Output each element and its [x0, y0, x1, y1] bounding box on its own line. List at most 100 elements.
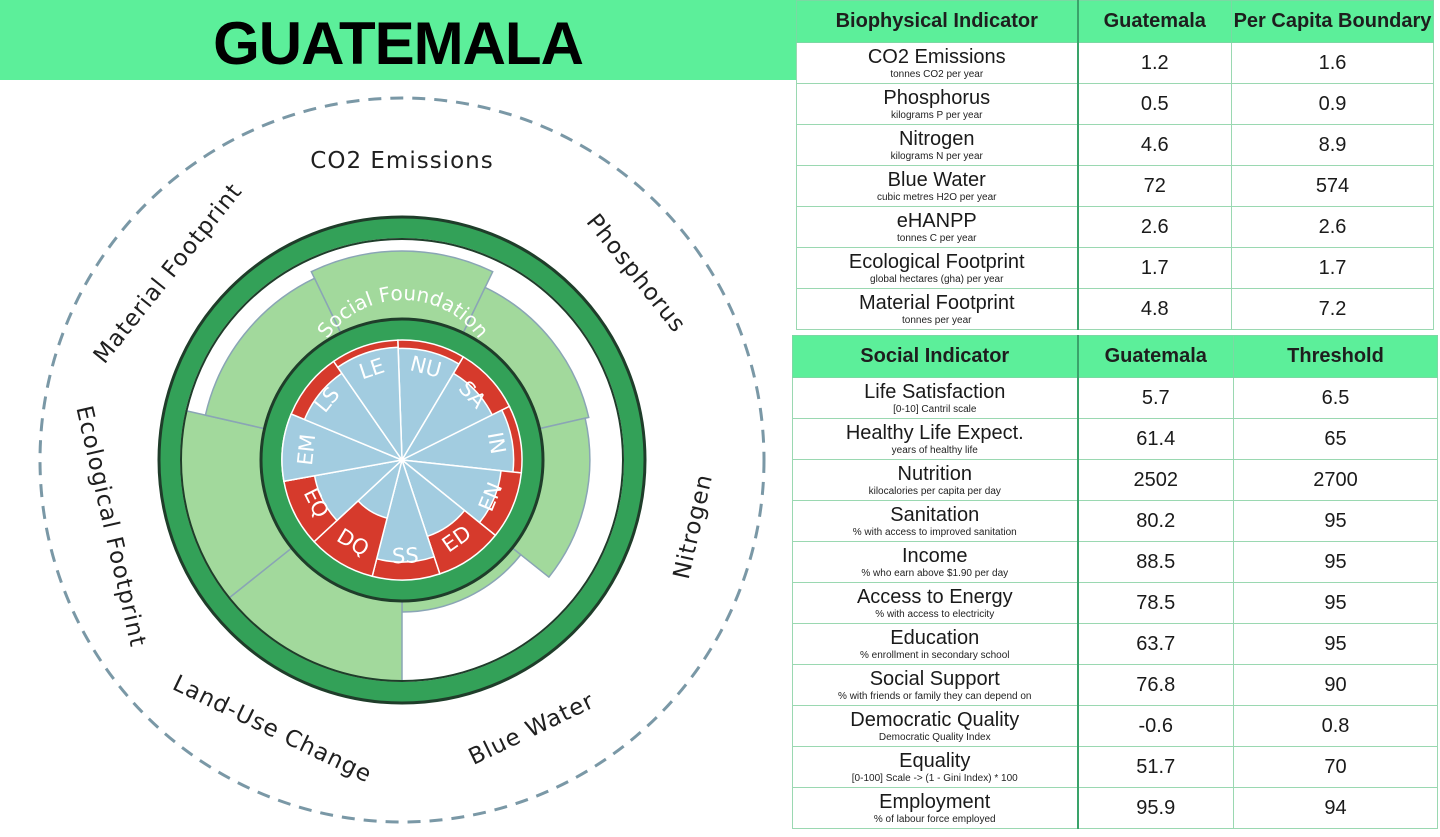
- header-country: Guatemala: [1076, 335, 1234, 378]
- indicator-unit: kilocalories per capita per day: [868, 485, 1001, 497]
- indicator-name: Sanitation: [890, 503, 980, 526]
- country-value: 4.6: [1076, 124, 1232, 166]
- indicator-cell: Material Footprint tonnes per year: [796, 288, 1078, 330]
- social-table: Social Indicator Guatemala Threshold Lif…: [792, 335, 1438, 829]
- threshold-value: 90: [1233, 664, 1438, 706]
- biophysical-table: Biophysical Indicator Guatemala Per Capi…: [796, 0, 1434, 330]
- country-value: 2.6: [1076, 206, 1232, 248]
- table-row: Equality [0-100] Scale -> (1 - Gini Index…: [792, 746, 1438, 788]
- threshold-value: 0.8: [1233, 705, 1438, 747]
- country-value: 5.7: [1076, 377, 1234, 419]
- threshold-value: 95: [1233, 582, 1438, 624]
- country-value: 1.7: [1076, 247, 1232, 289]
- indicator-name: Life Satisfaction: [864, 380, 1006, 403]
- social-label: SS: [392, 543, 419, 568]
- indicator-unit: Democratic Quality Index: [878, 731, 991, 743]
- indicator-cell: Access to Energy% with access to electri…: [792, 582, 1078, 624]
- indicator-cell: Nitrogen kilograms N per year: [796, 124, 1078, 166]
- boundary-value: 8.9: [1231, 124, 1434, 166]
- indicator-cell: Life Satisfaction [0-10] Cantril scale: [792, 377, 1078, 419]
- indicator-name: Blue Water: [887, 168, 986, 191]
- table-row: Employment% of labour force employed 95.9…: [792, 787, 1438, 829]
- table-row: Material Footprint tonnes per year 4.8 7.2: [796, 288, 1434, 330]
- indicator-cell: Phosphorus kilograms P per year: [796, 83, 1078, 125]
- indicator-unit: % with friends or family they can depend…: [838, 690, 1032, 702]
- indicator-name: eHANPP: [896, 209, 977, 232]
- indicator-name: Nitrogen: [898, 127, 975, 150]
- indicator-name: Nutrition: [897, 462, 972, 485]
- indicator-name: CO2 Emissions: [867, 45, 1006, 68]
- social-achieved-wedge: [336, 346, 403, 463]
- indicator-cell: eHANPP tonnes C per year: [796, 206, 1078, 248]
- indicator-cell: CO2 Emissions tonnes CO2 per year: [796, 42, 1078, 84]
- table-row: Democratic Quality Democratic Quality Ind…: [792, 705, 1438, 747]
- boundary-value: 574: [1231, 165, 1434, 207]
- indicator-cell: Ecological Footprint global hectares (gha…: [796, 247, 1078, 289]
- social-foundation-ring: [262, 320, 542, 600]
- country-value: 61.4: [1076, 418, 1234, 460]
- social-label: EM: [293, 433, 320, 467]
- ecological-ceiling-ring: [160, 218, 644, 702]
- table-header-row: Social Indicator Guatemala Threshold: [792, 335, 1438, 378]
- indicator-cell: Sanitation% with access to improved sani…: [792, 500, 1078, 542]
- indicator-unit: [0-10] Cantril scale: [893, 403, 977, 415]
- country-value: 80.2: [1076, 500, 1234, 542]
- country-value: 1.2: [1076, 42, 1232, 84]
- threshold-value: 65: [1233, 418, 1438, 460]
- social-label: IN: [483, 430, 510, 456]
- indicator-unit: cubic metres H2O per year: [877, 191, 997, 203]
- boundary-value: 2.6: [1231, 206, 1434, 248]
- threshold-value: 6.5: [1233, 377, 1438, 419]
- table-row: Life Satisfaction [0-10] Cantril scale 5.7…: [792, 377, 1438, 419]
- indicator-cell: Equality [0-100] Scale -> (1 - Gini Index…: [792, 746, 1078, 788]
- header-country: Guatemala: [1076, 0, 1232, 43]
- country-value: 0.5: [1076, 83, 1232, 125]
- indicator-cell: Employment% of labour force employed: [792, 787, 1078, 829]
- boundary-value: 1.6: [1231, 42, 1434, 84]
- indicator-unit: [0-100] Scale -> (1 - Gini Index) * 100: [851, 772, 1018, 784]
- indicator-unit: % enrollment in secondary school: [859, 649, 1010, 661]
- indicator-unit: % of labour force employed: [873, 813, 996, 825]
- country-value: 78.5: [1076, 582, 1234, 624]
- indicator-cell: Democratic Quality Democratic Quality Ind…: [792, 705, 1078, 747]
- indicator-name: Income: [901, 544, 968, 567]
- table-row: Income% who earn above $1.90 per day 88.5…: [792, 541, 1438, 583]
- indicator-name: Material Footprint: [858, 291, 1015, 314]
- indicator-name: Access to Energy: [856, 585, 1013, 608]
- header-indicator: Social Indicator: [792, 335, 1078, 378]
- table-row: Healthy Life Expect. years of healthy lif…: [792, 418, 1438, 460]
- indicator-unit: % with access to electricity: [875, 608, 995, 620]
- indicator-name: Equality: [899, 749, 971, 772]
- indicator-unit: years of healthy life: [891, 444, 978, 456]
- table-row: Education% enrollment in secondary schoo…: [792, 623, 1438, 665]
- country-value: 88.5: [1076, 541, 1234, 583]
- indicator-name: Education: [890, 626, 980, 649]
- threshold-value: 95: [1233, 541, 1438, 583]
- indicator-name: Employment: [879, 790, 991, 813]
- threshold-value: 95: [1233, 623, 1438, 665]
- threshold-value: 95: [1233, 500, 1438, 542]
- indicator-name: Ecological Footprint: [848, 250, 1025, 273]
- table-row: Ecological Footprint global hectares (gha…: [796, 247, 1434, 289]
- indicator-name: Democratic Quality: [850, 708, 1020, 731]
- indicator-unit: kilograms P per year: [890, 109, 983, 121]
- country-value: 95.9: [1076, 787, 1234, 829]
- biophysical-label: Material Footprint: [89, 179, 248, 369]
- table-row: CO2 Emissions tonnes CO2 per year 1.2 1.6: [796, 42, 1434, 84]
- indicator-cell: Blue Water cubic metres H2O per year: [796, 165, 1078, 207]
- table-row: Sanitation% with access to improved sani…: [792, 500, 1438, 542]
- table-row: eHANPP tonnes C per year 2.6 2.6: [796, 206, 1434, 248]
- indicator-unit: tonnes per year: [902, 314, 972, 326]
- table-header-row: Biophysical Indicator Guatemala Per Capi…: [796, 0, 1434, 43]
- boundary-value: 1.7: [1231, 247, 1434, 289]
- biophysical-label: Nitrogen: [669, 471, 718, 581]
- country-value: 63.7: [1076, 623, 1234, 665]
- indicator-unit: % who earn above $1.90 per day: [861, 567, 1009, 579]
- header-threshold: Threshold: [1233, 335, 1438, 378]
- boundary-value: 7.2: [1231, 288, 1434, 330]
- title-band: GUATEMALA: [0, 0, 796, 80]
- country-value: 2502: [1076, 459, 1234, 501]
- indicator-unit: tonnes C per year: [897, 232, 977, 244]
- indicator-cell: Education% enrollment in secondary schoo…: [792, 623, 1078, 665]
